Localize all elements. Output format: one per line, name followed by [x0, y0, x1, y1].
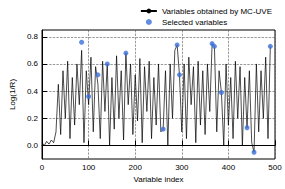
- svg-text:Log(1/R): Log(1/R): [8, 79, 17, 110]
- svg-text:0: 0: [40, 163, 45, 172]
- svg-text:100: 100: [82, 163, 96, 172]
- svg-text:Variable index: Variable index: [133, 175, 183, 184]
- svg-text:200: 200: [129, 163, 143, 172]
- svg-text:400: 400: [222, 163, 236, 172]
- svg-text:300: 300: [175, 163, 189, 172]
- svg-text:0.6: 0.6: [27, 59, 39, 68]
- svg-text:0.4: 0.4: [27, 87, 39, 96]
- svg-text:0.0: 0.0: [27, 141, 39, 150]
- svg-text:0.8: 0.8: [27, 32, 39, 41]
- svg-text:Variables obtained by MC-UVE: Variables obtained by MC-UVE: [162, 7, 272, 16]
- svg-text:500: 500: [268, 163, 282, 172]
- svg-text:0.2: 0.2: [27, 114, 39, 123]
- svg-text:Selected variables: Selected variables: [162, 18, 227, 27]
